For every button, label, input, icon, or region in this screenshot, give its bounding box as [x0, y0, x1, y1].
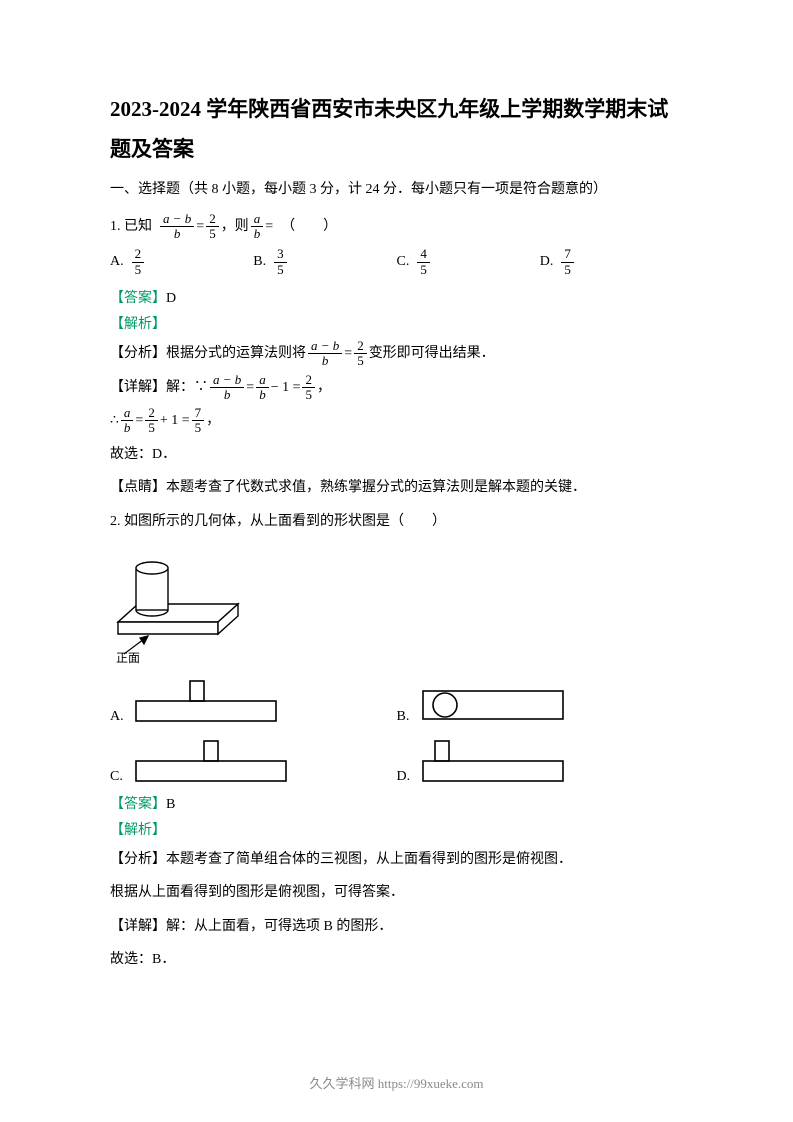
q2-option-c: C. [110, 737, 397, 785]
q1-stem-suffix: （ ） [281, 213, 337, 241]
q1-options: A. 2 5 B. 3 5 C. 4 5 D. 7 5 [110, 247, 683, 277]
q1-option-b: B. 3 5 [253, 247, 396, 277]
q2-guxuan: 故选：B． [110, 945, 683, 974]
q2-fenxi2: 根据从上面看得到的图形是俯视图，可得答案． [110, 878, 683, 907]
q1-stem-prefix: 1. 已知 [110, 213, 152, 241]
q1-stem: 1. 已知 a − b b = 2 5 ，则 a b = （ ） [110, 212, 683, 242]
q2-answer: 【答案】B [110, 793, 683, 813]
q1-xiangjie-line2: ∴ a b = 2 5 + 1 = 7 5 ， [110, 406, 683, 436]
q2-figure-caption: 正面 [116, 651, 140, 664]
q1-option-c: C. 4 5 [397, 247, 540, 277]
q1-dianjing: 【点睛】本题考查了代数式求值，熟练掌握分式的运算法则是解本题的关键． [110, 473, 683, 502]
q1-frac-lhs: a − b b [160, 212, 194, 242]
q2-options: A. B. C. [110, 677, 683, 785]
q1-xiangjie-line1: 【详解】 解：∵ a − b b = a b − 1 = 2 5 ， [110, 373, 683, 403]
q1-frac-rhs: 2 5 [206, 212, 219, 242]
q2-stem: 2. 如图所示的几何体，从上面看到的形状图是（ ） [110, 507, 683, 536]
q1-option-a: A. 2 5 [110, 247, 253, 277]
q1-analysis-tag: 【解析】 [110, 313, 683, 333]
q2-option-d: D. [397, 737, 684, 785]
section-header: 一、选择题（共 8 小题，每小题 3 分，计 24 分．每小题只有一项是符合题意… [110, 178, 683, 198]
q2-xiangjie: 【详解】解：从上面看，可得选项 B 的图形． [110, 912, 683, 941]
q1-frac-target: a b [251, 212, 264, 242]
q1-option-d: D. 7 5 [540, 247, 683, 277]
q2-option-b: B. [397, 677, 684, 725]
q2-fenxi: 【分析】本题考查了简单组合体的三视图，从上面看得到的图形是俯视图． [110, 845, 683, 874]
page-footer: 久久学科网 https://99xueke.com [0, 1073, 793, 1092]
q2-figure: 正面 [110, 544, 683, 669]
q2-analysis-tag: 【解析】 [110, 819, 683, 839]
q1-stem-mid: ，则 [221, 213, 249, 241]
page-title: 2023-2024 学年陕西省西安市未央区九年级上学期数学期末试题及答案 [110, 90, 683, 170]
q2-option-a: A. [110, 677, 397, 725]
q1-fenxi: 【分析】 根据分式的运算法则将 a − b b = 2 5 变形即可得出结果． [110, 339, 683, 369]
q1-answer: 【答案】D [110, 287, 683, 307]
q1-guxuan: 故选：D． [110, 440, 683, 469]
